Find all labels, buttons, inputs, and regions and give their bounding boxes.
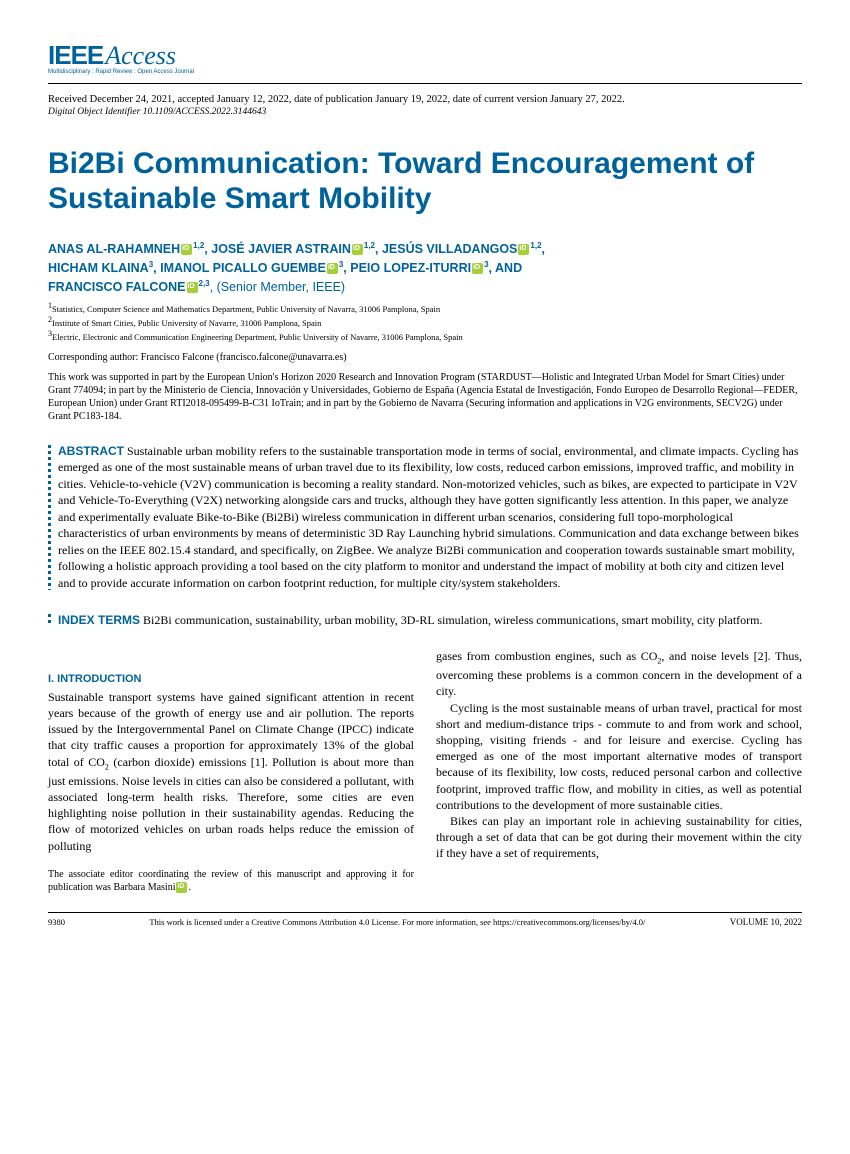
index-terms-block: INDEX TERMS Bi2Bi communication, sustain… — [48, 612, 802, 629]
journal-logo: IEEE Access Multidisciplinary : Rapid Re… — [48, 40, 194, 75]
right-column: gases from combustion engines, such as C… — [436, 648, 802, 894]
affil-sup: 1,2 — [193, 241, 204, 250]
body-paragraph: Sustainable transport systems have gaine… — [48, 689, 414, 854]
orcid-icon — [518, 244, 529, 255]
header: IEEE Access Multidisciplinary : Rapid Re… — [48, 40, 802, 75]
affiliation-line: 3Electric, Electronic and Communication … — [48, 329, 802, 343]
publication-dates: Received December 24, 2021, accepted Jan… — [48, 94, 802, 105]
corresponding-author: Corresponding author: Francisco Falcone … — [48, 352, 802, 363]
abstract-label: ABSTRACT — [58, 444, 124, 458]
affil-sup: 3 — [339, 260, 343, 269]
and-label: AND — [495, 261, 522, 275]
index-terms-label: INDEX TERMS — [58, 613, 140, 627]
funding-note: This work was supported in part by the E… — [48, 371, 802, 423]
header-divider — [48, 83, 802, 84]
author: JOSÉ JAVIER ASTRAIN — [211, 242, 351, 256]
author: FRANCISCO FALCONE — [48, 280, 186, 294]
affiliations: 11Statistics, Computer Science and Mathe… — [48, 301, 802, 344]
editor-note: The associate editor coordinating the re… — [48, 868, 414, 894]
author-list: ANAS AL-RAHAMNEH1,2, JOSÉ JAVIER ASTRAIN… — [48, 240, 802, 297]
logo-ieee-text: IEEE — [48, 40, 103, 71]
orcid-icon — [181, 244, 192, 255]
author: JESÚS VILLADANGOS — [382, 242, 517, 256]
author: PEIO LOPEZ-ITURRI — [350, 261, 471, 275]
author: ANAS AL-RAHAMNEH — [48, 242, 180, 256]
affil-sup: 2,3 — [199, 279, 210, 288]
orcid-icon — [187, 282, 198, 293]
orcid-icon — [472, 263, 483, 274]
orcid-icon — [352, 244, 363, 255]
body-paragraph: Bikes can play an important role in achi… — [436, 813, 802, 862]
body-columns: I. INTRODUCTION Sustainable transport sy… — [48, 648, 802, 894]
volume-label: VOLUME 10, 2022 — [730, 917, 802, 927]
page-footer: 9380 This work is licensed under a Creat… — [48, 912, 802, 927]
doi: Digital Object Identifier 10.1109/ACCESS… — [48, 107, 802, 117]
membership: , (Senior Member, IEEE) — [210, 280, 345, 294]
left-column: I. INTRODUCTION Sustainable transport sy… — [48, 648, 414, 894]
page-number: 9380 — [48, 917, 65, 927]
body-paragraph: gases from combustion engines, such as C… — [436, 648, 802, 700]
affil-sup: 3 — [484, 260, 488, 269]
body-paragraph: Cycling is the most sustainable means of… — [436, 700, 802, 813]
affiliation-line: 11Statistics, Computer Science and Mathe… — [48, 301, 802, 315]
logo-access-text: Access — [105, 41, 176, 71]
affil-sup: 3 — [149, 260, 153, 269]
affiliation-line: 2Institute of Smart Cities, Public Unive… — [48, 315, 802, 329]
abstract-text: Sustainable urban mobility refers to the… — [58, 444, 799, 590]
affil-sup: 1,2 — [530, 241, 541, 250]
orcid-icon — [327, 263, 338, 274]
orcid-icon — [176, 882, 187, 893]
author: IMANOL PICALLO GUEMBE — [160, 261, 326, 275]
affil-sup: 1,2 — [364, 241, 375, 250]
author: HICHAM KLAINA — [48, 261, 149, 275]
logo-tagline: Multidisciplinary : Rapid Review : Open … — [48, 69, 194, 75]
index-terms-text: Bi2Bi communication, sustainability, urb… — [140, 613, 762, 627]
license-text: This work is licensed under a Creative C… — [65, 917, 730, 927]
article-title: Bi2Bi Communication: Toward Encouragemen… — [48, 147, 802, 216]
abstract-block: ABSTRACT Sustainable urban mobility refe… — [48, 443, 802, 592]
section-heading: I. INTRODUCTION — [48, 672, 414, 687]
